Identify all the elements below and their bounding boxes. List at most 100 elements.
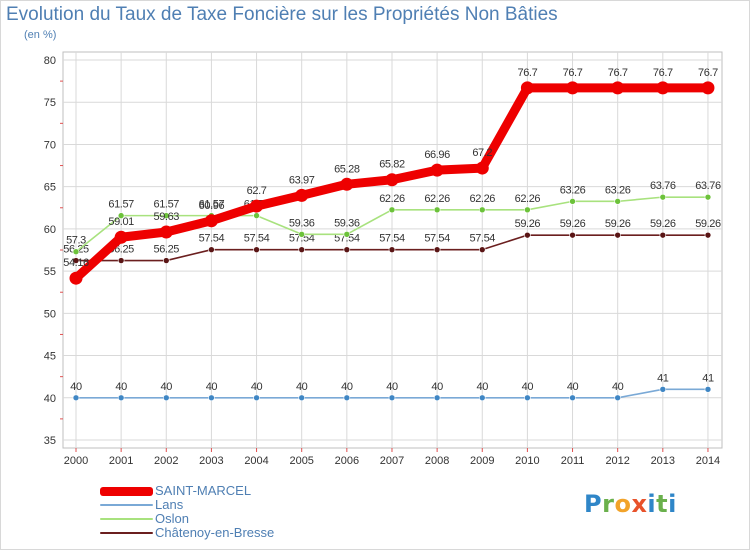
x-tick-label-2011: 2011 <box>561 455 585 467</box>
data-point-oslon-2005 <box>298 230 306 238</box>
data-label-saint-marcel-2010: 76.7 <box>517 67 537 79</box>
x-tick-label-2010: 2010 <box>515 455 539 467</box>
data-point-chatenoy-en-bresse-2001 <box>117 257 125 264</box>
data-label-chatenoy-en-bresse-2004: 57.54 <box>244 233 270 245</box>
data-point-oslon-2013 <box>659 193 667 201</box>
data-label-oslon-2012: 63.26 <box>605 184 631 196</box>
y-tick-label: 60 <box>44 224 56 236</box>
legend-swatch-saint-marcel <box>100 487 153 496</box>
legend-swatch-chatenoy-en-bresse <box>100 532 153 534</box>
data-label-oslon-2001: 61.57 <box>108 199 134 211</box>
line-chart: 35 40 45 50 55 60 65 70 75 80 2000 2001 2002 2003 2004… <box>44 51 723 467</box>
data-label-saint-marcel-2004: 62.7 <box>247 185 267 197</box>
data-label-saint-marcel-2011: 76.7 <box>563 67 583 79</box>
data-point-chatenoy-en-bresse-2005 <box>298 246 306 253</box>
data-label-chatenoy-en-bresse-2003: 57.54 <box>199 233 225 245</box>
data-label-chatenoy-en-bresse-2010: 59.26 <box>515 218 541 230</box>
data-point-lans-2013 <box>659 386 667 393</box>
chart-title: Evolution du Taux de Taxe Foncière sur l… <box>6 4 558 25</box>
data-label-lans-2000: 40 <box>70 381 82 393</box>
data-label-saint-marcel-2001: 59.01 <box>108 216 134 228</box>
data-point-saint-marcel-2011 <box>566 81 580 95</box>
data-label-oslon-2011: 63.26 <box>560 184 586 196</box>
x-tick-label-2002: 2002 <box>154 455 178 467</box>
y-tick-label: 50 <box>44 308 56 320</box>
data-point-lans-2005 <box>298 394 306 402</box>
data-label-oslon-2006: 59.36 <box>334 217 360 229</box>
data-point-lans-2003 <box>208 394 215 402</box>
y-tick-label: 75 <box>44 97 56 109</box>
data-point-lans-2006 <box>343 394 351 402</box>
y-axis-unit: (en %) <box>24 29 57 41</box>
data-point-saint-marcel-2005 <box>295 188 309 202</box>
data-point-oslon-2009 <box>478 206 486 214</box>
x-tick-label-2005: 2005 <box>289 455 313 467</box>
data-point-lans-2012 <box>614 394 621 402</box>
data-point-oslon-2004 <box>253 212 260 219</box>
data-label-oslon-2003: 61.57 <box>199 199 225 211</box>
data-point-chatenoy-en-bresse-2003 <box>208 246 215 253</box>
data-point-chatenoy-en-bresse-2007 <box>388 246 396 253</box>
legend-label-saint-marcel: SAINT-MARCEL <box>155 483 252 498</box>
data-label-oslon-2002: 61.57 <box>154 199 180 211</box>
data-label-saint-marcel-2008: 66.96 <box>424 149 450 161</box>
data-point-lans-2000 <box>72 394 80 402</box>
data-label-lans-2007: 40 <box>386 381 398 393</box>
data-point-chatenoy-en-bresse-2013 <box>659 231 667 239</box>
data-point-oslon-2001 <box>117 212 125 219</box>
data-label-oslon-2000: 57.3 <box>66 235 86 247</box>
legend-label-oslon: Oslon <box>155 511 189 526</box>
data-label-chatenoy-en-bresse-2013: 59.26 <box>650 218 676 230</box>
data-point-oslon-2002 <box>162 212 170 219</box>
data-point-saint-marcel-2000 <box>69 271 83 285</box>
data-point-lans-2009 <box>478 394 486 402</box>
data-point-chatenoy-en-bresse-2009 <box>478 246 486 253</box>
y-tick-label: 45 <box>44 351 56 363</box>
x-tick-label-2007: 2007 <box>380 455 404 467</box>
y-tick-label: 35 <box>44 435 56 447</box>
x-tick-label-2012: 2012 <box>605 455 629 467</box>
data-label-oslon-2010: 62.26 <box>515 193 541 205</box>
data-label-oslon-2008: 62.26 <box>424 193 450 205</box>
legend-label-lans: Lans <box>155 497 184 512</box>
data-label-lans-2011: 40 <box>567 381 579 393</box>
data-point-saint-marcel-2002 <box>159 225 173 239</box>
data-label-saint-marcel-2012: 76.7 <box>608 67 628 79</box>
x-tick-label-2003: 2003 <box>199 455 223 467</box>
data-label-lans-2013: 41 <box>657 372 669 384</box>
data-point-lans-2001 <box>117 394 125 402</box>
data-label-oslon-2014: 63.76 <box>695 180 721 192</box>
x-tick-label-2001: 2001 <box>109 455 133 467</box>
x-tick-label-2006: 2006 <box>335 455 359 467</box>
data-point-oslon-2012 <box>614 198 621 205</box>
data-label-lans-2005: 40 <box>296 381 308 393</box>
y-tick-label: 80 <box>44 55 56 67</box>
data-label-lans-2009: 40 <box>477 381 489 393</box>
data-label-lans-2001: 40 <box>115 381 127 393</box>
data-point-lans-2004 <box>253 394 260 402</box>
data-label-lans-2014: 41 <box>702 372 714 384</box>
data-label-chatenoy-en-bresse-2002: 56.25 <box>154 244 180 256</box>
data-point-chatenoy-en-bresse-2004 <box>253 246 260 253</box>
data-point-chatenoy-en-bresse-2011 <box>569 231 576 239</box>
data-point-oslon-2007 <box>388 206 396 214</box>
x-tick-label-2008: 2008 <box>425 455 449 467</box>
data-point-saint-marcel-2012 <box>611 81 625 95</box>
data-label-chatenoy-en-bresse-2012: 59.26 <box>605 218 631 230</box>
data-label-chatenoy-en-bresse-2011: 59.26 <box>560 218 586 230</box>
data-point-lans-2007 <box>388 394 396 402</box>
data-label-chatenoy-en-bresse-2009: 57.54 <box>469 233 495 245</box>
data-point-chatenoy-en-bresse-2012 <box>614 231 621 239</box>
data-label-lans-2008: 40 <box>431 381 443 393</box>
data-point-oslon-2010 <box>524 206 531 214</box>
x-tick-label-2013: 2013 <box>651 455 675 467</box>
y-tick-label: 55 <box>44 266 56 278</box>
data-point-saint-marcel-2001 <box>114 230 128 244</box>
data-label-lans-2012: 40 <box>612 381 624 393</box>
data-label-saint-marcel-2014: 76.7 <box>698 67 718 79</box>
data-point-saint-marcel-2010 <box>520 81 534 95</box>
data-label-saint-marcel-2013: 76.7 <box>653 67 673 79</box>
data-point-saint-marcel-2004 <box>250 199 264 213</box>
data-label-oslon-2007: 62.26 <box>379 193 405 205</box>
data-point-chatenoy-en-bresse-2002 <box>162 257 170 264</box>
